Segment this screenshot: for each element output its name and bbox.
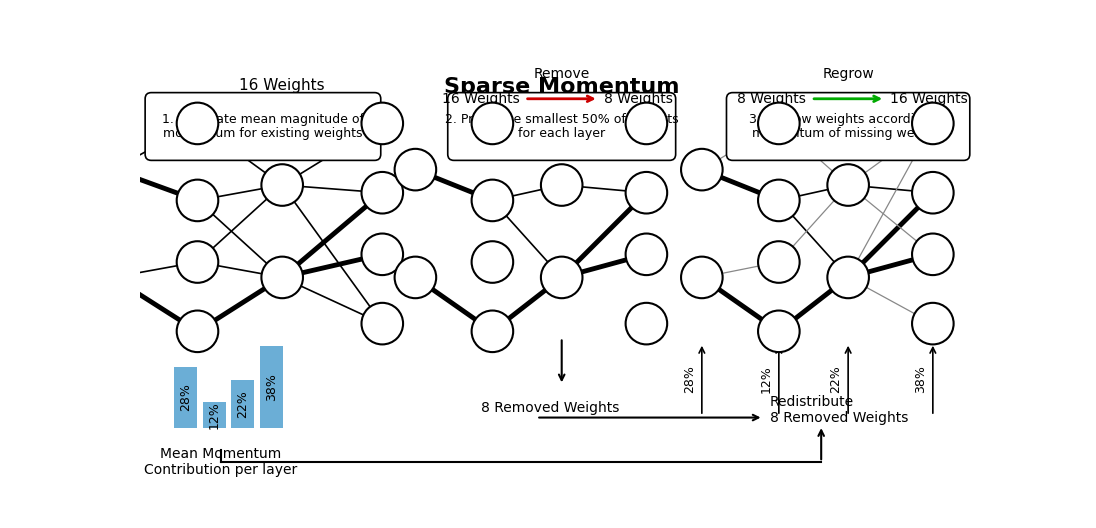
Bar [260, 346, 283, 428]
Circle shape [362, 233, 403, 275]
Text: 28%: 28% [683, 365, 696, 393]
Circle shape [362, 102, 403, 144]
Text: 16 Weights: 16 Weights [239, 78, 326, 92]
Text: 22%: 22% [829, 365, 842, 393]
Text: Remove: Remove [534, 67, 590, 81]
Text: 1. Calculate mean magnitude of
momentum for existing weights: 1. Calculate mean magnitude of momentum … [162, 112, 364, 140]
Text: 8 Removed Weights: 8 Removed Weights [481, 401, 619, 414]
Circle shape [471, 310, 513, 352]
Circle shape [176, 180, 218, 221]
Bar [203, 402, 226, 428]
Text: 28%: 28% [180, 383, 193, 411]
Circle shape [362, 303, 403, 344]
Bar [231, 380, 254, 428]
FancyBboxPatch shape [727, 92, 970, 161]
Text: 12%: 12% [760, 365, 773, 393]
Circle shape [395, 149, 436, 191]
Circle shape [681, 149, 722, 191]
Circle shape [471, 180, 513, 221]
Circle shape [471, 102, 513, 144]
Bar [174, 367, 197, 428]
Circle shape [471, 241, 513, 283]
Circle shape [758, 102, 800, 144]
Circle shape [626, 233, 667, 275]
Circle shape [912, 102, 954, 144]
Circle shape [626, 303, 667, 344]
Circle shape [176, 310, 218, 352]
Circle shape [395, 257, 436, 298]
Circle shape [92, 257, 134, 298]
Text: 8 Weights: 8 Weights [604, 92, 673, 106]
Text: Mean Momentum
Contribution per layer: Mean Momentum Contribution per layer [144, 447, 297, 477]
Text: 12%: 12% [208, 401, 221, 429]
Text: 16 Weights: 16 Weights [442, 92, 520, 106]
Circle shape [362, 172, 403, 213]
Circle shape [92, 149, 134, 191]
Circle shape [827, 257, 869, 298]
Text: 38%: 38% [914, 365, 927, 393]
Circle shape [758, 180, 800, 221]
Circle shape [912, 233, 954, 275]
Circle shape [541, 257, 582, 298]
Text: 2. Prune the smallest 50% of weights
for each layer: 2. Prune the smallest 50% of weights for… [445, 112, 678, 140]
Circle shape [912, 172, 954, 213]
Text: 38%: 38% [265, 373, 278, 401]
Text: Redistribute
8 Removed Weights: Redistribute 8 Removed Weights [769, 395, 907, 425]
Circle shape [827, 164, 869, 206]
Text: Regrow: Regrow [822, 67, 874, 81]
Circle shape [681, 257, 722, 298]
FancyBboxPatch shape [145, 92, 380, 161]
Circle shape [262, 164, 302, 206]
FancyBboxPatch shape [448, 92, 675, 161]
Circle shape [626, 172, 667, 213]
Circle shape [541, 164, 582, 206]
Circle shape [758, 241, 800, 283]
Text: Sparse Momentum: Sparse Momentum [444, 77, 680, 97]
Circle shape [758, 310, 800, 352]
Text: 16 Weights: 16 Weights [890, 92, 968, 106]
Circle shape [626, 102, 667, 144]
Text: 22%: 22% [237, 390, 250, 418]
Circle shape [262, 257, 302, 298]
Circle shape [176, 102, 218, 144]
Text: 8 Weights: 8 Weights [737, 92, 806, 106]
Circle shape [176, 241, 218, 283]
Circle shape [912, 303, 954, 344]
Text: 3. Regrow weights according to
momentum of missing weights: 3. Regrow weights according to momentum … [750, 112, 947, 140]
